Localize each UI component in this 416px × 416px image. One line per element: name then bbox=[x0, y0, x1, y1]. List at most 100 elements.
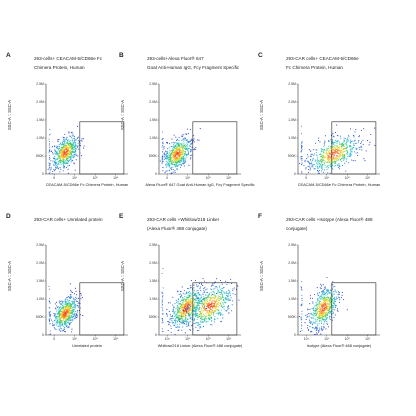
data-point bbox=[219, 302, 221, 304]
data-point bbox=[301, 325, 303, 327]
x-axis-label: CEACAM-5/CD66e Fc Chimera Protein, Human bbox=[45, 182, 129, 187]
data-point bbox=[301, 142, 303, 144]
data-point bbox=[162, 149, 164, 151]
data-point bbox=[348, 144, 350, 146]
data-point bbox=[57, 161, 59, 163]
data-point bbox=[66, 311, 68, 313]
data-point bbox=[66, 297, 68, 299]
data-point bbox=[324, 315, 326, 317]
data-point bbox=[191, 306, 193, 308]
x-tick-label: 10⁶ bbox=[113, 337, 119, 341]
data-point bbox=[226, 283, 228, 285]
data-point bbox=[169, 319, 171, 321]
data-point bbox=[331, 146, 333, 148]
data-point bbox=[177, 158, 179, 160]
data-point bbox=[200, 299, 202, 301]
data-point bbox=[221, 293, 223, 296]
data-point bbox=[201, 296, 203, 298]
data-point bbox=[317, 317, 319, 319]
data-point bbox=[322, 154, 324, 156]
data-point bbox=[324, 293, 326, 295]
data-point bbox=[178, 140, 180, 142]
data-point bbox=[70, 155, 72, 157]
data-point bbox=[224, 280, 226, 282]
data-point bbox=[48, 149, 50, 151]
data-point bbox=[166, 161, 168, 163]
data-point bbox=[322, 292, 324, 294]
data-point bbox=[317, 168, 319, 170]
data-point bbox=[58, 302, 61, 304]
data-point bbox=[200, 322, 202, 324]
data-point bbox=[178, 329, 180, 331]
data-point bbox=[49, 157, 51, 159]
data-point bbox=[188, 309, 190, 311]
data-point bbox=[321, 302, 323, 304]
data-point bbox=[344, 157, 346, 159]
data-point bbox=[220, 314, 222, 316]
data-point bbox=[169, 158, 172, 161]
data-point bbox=[71, 296, 73, 298]
data-point bbox=[62, 164, 65, 166]
data-point bbox=[69, 149, 71, 151]
data-point bbox=[315, 320, 317, 322]
data-point bbox=[65, 309, 67, 311]
data-point bbox=[350, 139, 352, 141]
data-point bbox=[222, 296, 224, 298]
data-point bbox=[308, 171, 310, 174]
data-point bbox=[77, 136, 79, 138]
data-point bbox=[197, 313, 199, 315]
data-point bbox=[204, 317, 206, 319]
data-point bbox=[162, 293, 164, 295]
data-point bbox=[64, 299, 66, 301]
data-point bbox=[73, 142, 75, 145]
data-point bbox=[188, 321, 190, 323]
data-point bbox=[73, 138, 75, 140]
data-point bbox=[69, 143, 71, 145]
data-point bbox=[177, 290, 179, 292]
data-point bbox=[64, 319, 66, 321]
data-point bbox=[174, 319, 176, 321]
data-point bbox=[177, 160, 179, 162]
data-point bbox=[51, 323, 54, 325]
data-point bbox=[300, 317, 302, 319]
data-point bbox=[51, 146, 53, 148]
data-point bbox=[333, 161, 335, 163]
panel-title-line-1: 293-CAR cells +Isotype (Alexa Fluor® 488… bbox=[286, 217, 373, 231]
data-point bbox=[169, 302, 171, 304]
x-tick-label: 10⁵ bbox=[93, 337, 99, 341]
data-point bbox=[317, 304, 320, 306]
data-point bbox=[206, 288, 208, 290]
data-point bbox=[63, 144, 65, 146]
data-point bbox=[329, 297, 332, 299]
data-point bbox=[58, 310, 60, 312]
data-point bbox=[318, 329, 320, 331]
data-point bbox=[48, 138, 50, 140]
data-point bbox=[61, 328, 63, 330]
data-point bbox=[177, 316, 179, 319]
data-point bbox=[165, 157, 167, 159]
data-point bbox=[301, 303, 303, 305]
data-point bbox=[170, 173, 172, 175]
data-point bbox=[327, 155, 329, 157]
data-point bbox=[61, 160, 63, 162]
data-point bbox=[314, 327, 316, 329]
data-point bbox=[203, 315, 205, 317]
data-point bbox=[322, 164, 324, 166]
data-point bbox=[62, 162, 64, 164]
data-point bbox=[48, 288, 50, 290]
y-axis-label: SSC-A :: SSC-A bbox=[120, 99, 125, 130]
data-point bbox=[332, 300, 334, 302]
data-point bbox=[330, 161, 332, 163]
data-point bbox=[48, 165, 50, 167]
data-point bbox=[336, 309, 338, 311]
data-point bbox=[336, 308, 338, 310]
data-point bbox=[161, 296, 163, 298]
data-point bbox=[315, 332, 317, 334]
data-point bbox=[317, 316, 319, 318]
data-point bbox=[73, 313, 75, 316]
data-point bbox=[173, 312, 175, 314]
data-point bbox=[65, 145, 67, 147]
data-point bbox=[178, 137, 180, 139]
data-point bbox=[177, 144, 179, 146]
data-point bbox=[212, 302, 214, 304]
